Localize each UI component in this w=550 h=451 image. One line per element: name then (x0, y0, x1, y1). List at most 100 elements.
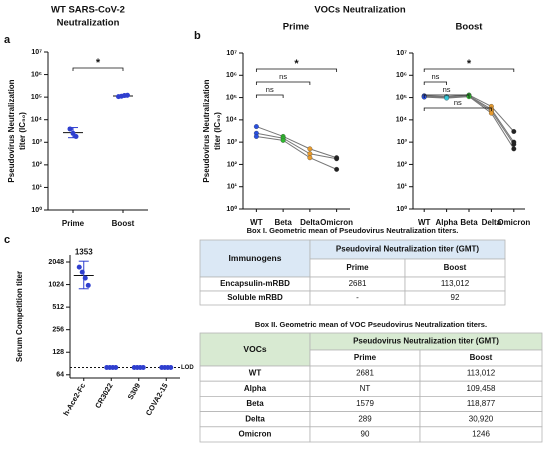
significance-label: * (467, 58, 472, 70)
significance-label: ns (279, 72, 287, 81)
chart-title: Boost (456, 22, 484, 33)
x-tick-label: Delta (300, 218, 320, 227)
table-cell-text: 1246 (472, 430, 490, 439)
table-subheader: Prime (346, 263, 369, 272)
y-tick-label: 10⁷ (31, 49, 42, 56)
series-line (424, 94, 515, 132)
mean-label: 1353 (75, 247, 93, 256)
table-header: Immunogens (229, 253, 282, 263)
y-axis-label: Pseudovirus Neutralization (7, 79, 16, 182)
y-axis-label: Pseudovirus Neutralization (202, 79, 211, 182)
table-cell-text: Delta (245, 414, 265, 423)
point (334, 156, 340, 162)
table-cell-text: - (356, 293, 359, 302)
panel-label: b (194, 30, 201, 42)
y-axis-label: titer (IC₅₀) (18, 112, 27, 150)
y-tick-label: 10⁰ (226, 205, 237, 213)
x-tick-label: WT (250, 218, 263, 227)
y-tick-label: 10⁴ (31, 117, 43, 124)
y-tick-label: 10⁷ (396, 50, 407, 57)
point (488, 110, 494, 116)
y-tick-label: 2048 (48, 259, 64, 266)
y-tick-label: 10² (32, 162, 43, 169)
point (76, 264, 82, 270)
significance-bracket (423, 81, 447, 85)
significance-label: * (294, 58, 299, 70)
x-tick-label: COVA2-15 (144, 381, 170, 417)
x-tick-label: Omicron (320, 218, 353, 227)
point (113, 365, 119, 371)
significance-bracket (255, 94, 284, 98)
point (307, 146, 313, 152)
table-cell-text: WT (249, 369, 262, 378)
point (511, 141, 517, 147)
table-cell (404, 290, 506, 306)
y-tick-label: 10² (227, 161, 238, 168)
chart-title: WT SARS-CoV-2 (51, 5, 125, 16)
significance-bracket (423, 94, 470, 98)
y-tick-label: 10³ (32, 139, 43, 146)
x-tick-label: Boost (112, 219, 135, 228)
y-tick-label: 10⁶ (226, 72, 237, 79)
point (73, 134, 79, 140)
y-tick-label: 10⁰ (31, 206, 42, 214)
point (253, 124, 259, 130)
table-cell-text: 90 (361, 430, 370, 439)
series-line (256, 132, 337, 160)
y-tick-label: 64 (56, 372, 64, 379)
y-tick-label: 10³ (397, 139, 408, 146)
significance-bracket (72, 67, 124, 71)
lod-label: LOD (181, 365, 194, 371)
table-cell-text: 2681 (349, 279, 367, 288)
point (85, 282, 91, 288)
significance-bracket (255, 68, 338, 72)
table-cell-text: 30,920 (469, 414, 494, 423)
y-axis-label: Serum Competition titer (15, 271, 24, 362)
significance-label: ns (443, 85, 451, 94)
x-tick-label: S309 (126, 381, 143, 401)
y-tick-label: 10⁰ (396, 205, 407, 213)
point (307, 155, 313, 161)
point (79, 269, 85, 275)
point (70, 130, 76, 136)
y-tick-label: 512 (52, 304, 64, 311)
y-tick-label: 128 (52, 349, 64, 356)
table-cell-text: 118,877 (467, 399, 496, 408)
point (280, 137, 286, 143)
table-cell-text: 109,458 (467, 384, 496, 393)
y-tick-label: 10¹ (397, 184, 408, 191)
table-header: VOCs (243, 344, 266, 354)
y-tick-label: 10¹ (32, 184, 43, 191)
table-subheader: Prime (354, 353, 377, 362)
table-cell-text: Omicron (239, 430, 272, 439)
y-tick-label: 10⁴ (226, 117, 238, 124)
significance-label: ns (454, 98, 462, 107)
panel-label: a (4, 34, 11, 46)
table-cell-text: 2681 (356, 369, 374, 378)
table-cell-text: 289 (358, 414, 372, 423)
x-tick-label: Prime (62, 219, 85, 228)
point (82, 275, 88, 281)
point (444, 95, 450, 101)
x-tick-label: CR3022 (93, 381, 115, 409)
chart-title: Neutralization (57, 18, 120, 29)
y-tick-label: 1024 (48, 281, 64, 288)
point (67, 126, 73, 132)
point (168, 365, 174, 371)
x-tick-label: Beta (460, 218, 478, 227)
group-title: VOCs Neutralization (314, 5, 406, 16)
series-line (256, 135, 337, 170)
y-tick-label: 10⁴ (396, 117, 408, 124)
y-tick-label: 10⁵ (226, 94, 237, 101)
significance-label: ns (431, 72, 439, 81)
significance-label: ns (266, 85, 274, 94)
series-line (424, 95, 515, 143)
point (125, 92, 130, 98)
point (511, 146, 517, 152)
y-tick-label: 10⁶ (31, 71, 42, 78)
x-tick-label: h-Ace2-Fc (61, 381, 87, 417)
y-tick-label: 10⁵ (396, 94, 407, 101)
x-tick-label: WT (418, 218, 431, 227)
panel-label: c (4, 234, 10, 246)
table-cell-text: 1579 (356, 399, 374, 408)
